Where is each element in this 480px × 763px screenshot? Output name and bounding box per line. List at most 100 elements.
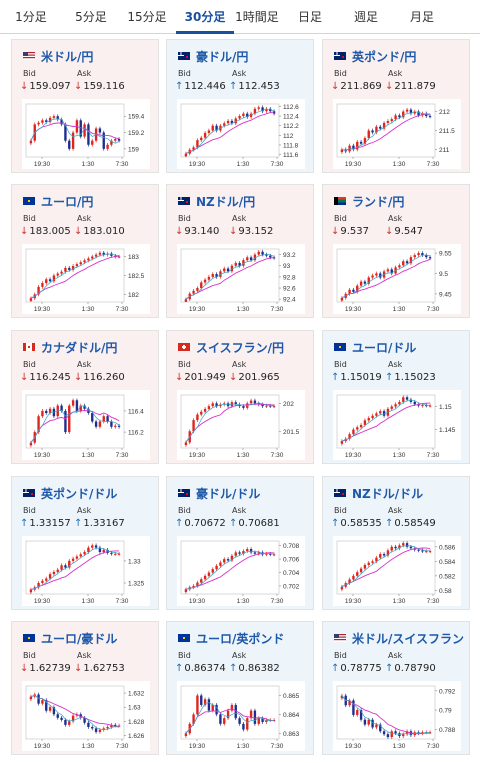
- rate-card[interactable]: 豪ドル/ドル Bid Ask ↑0.70672 ↑0.70681 0.708 0.706 0.…: [166, 476, 314, 610]
- currency-pair-link[interactable]: NZドル/ドル: [352, 487, 424, 501]
- tab-30分足[interactable]: 30分足: [176, 0, 234, 34]
- tab-5分足[interactable]: 5分足: [75, 10, 107, 24]
- rate-card[interactable]: 英ポンド/円 Bid Ask ↓211.869 ↓211.879 212 211.5 211 1…: [322, 39, 470, 173]
- moving-average-short: [185, 702, 275, 734]
- chart-area[interactable]: 116.4 116.2 19:30 1:30 7:30: [22, 390, 150, 460]
- x-tick-label: 19:30: [34, 598, 51, 605]
- candle: [363, 138, 367, 144]
- bid-value: ↓93.140: [175, 226, 219, 237]
- candle: [428, 551, 432, 553]
- bid-value: ↑1.15019: [331, 372, 382, 383]
- bid-value: ↓211.869: [331, 81, 382, 92]
- chart-area[interactable]: 159.4 159.2 159 19:30 1:30 7:30: [22, 99, 150, 169]
- bid-value-text: 0.58535: [340, 518, 382, 529]
- chart-area[interactable]: 1.632 1.63 1.628 1.626 19:30 1:30 7:30: [22, 681, 150, 751]
- currency-pair-link[interactable]: 英ポンド/ドル: [41, 487, 118, 501]
- currency-pair-link[interactable]: 英ポンド/円: [352, 50, 417, 64]
- x-tick-label: 19:30: [345, 161, 362, 168]
- currency-pair-link[interactable]: 豪ドル/ドル: [196, 487, 261, 501]
- chart-area[interactable]: 1.33 1.325 19:30 1:30 7:30: [22, 536, 150, 606]
- arrow-down-icon: ↓: [331, 226, 340, 237]
- candle: [413, 401, 416, 405]
- tab-週足[interactable]: 週足: [353, 10, 378, 24]
- candle: [106, 144, 109, 149]
- rate-card[interactable]: 米ドル/円 Bid Ask ↓159.097 ↓159.116 159.4 159.2 159…: [11, 39, 159, 173]
- chart-area[interactable]: 212 211.5 211 19:30 1:30 7:30: [333, 99, 461, 169]
- candle: [203, 408, 207, 412]
- candle: [37, 286, 40, 295]
- rate-card[interactable]: ユーロ/英ポンド Bid Ask ↑0.86374 ↑0.86382 0.865 0.864…: [166, 621, 314, 755]
- x-tick-label: 19:30: [189, 743, 206, 750]
- candle: [234, 552, 237, 556]
- bid-label: Bid: [23, 214, 36, 223]
- card-header: ユーロ/英ポンド: [178, 630, 285, 646]
- tab-15分足[interactable]: 15分足: [127, 10, 167, 24]
- candle: [71, 266, 75, 270]
- candle: [382, 122, 386, 129]
- y-tick-label: 1.63: [128, 705, 141, 712]
- candle: [102, 252, 105, 255]
- bid-value-text: 1.15019: [340, 372, 382, 383]
- rate-card[interactable]: 豪ドル/円 Bid Ask ↑112.446 ↑112.453 112.6 112.4 112…: [166, 39, 314, 173]
- rate-card[interactable]: カナダドル/円 Bid Ask ↓116.245 ↓116.260 116.4 116.2 1…: [11, 330, 159, 464]
- rate-card[interactable]: ユーロ/ドル Bid Ask ↑1.15019 ↑1.15023 1.15 1.145 19:…: [322, 330, 470, 464]
- candle: [394, 546, 397, 549]
- chart-area[interactable]: 183 182.5 182 19:30 1:30 7:30: [22, 244, 150, 314]
- y-tick-label: 0.58: [439, 588, 452, 595]
- candle: [390, 119, 393, 122]
- currency-pair-link[interactable]: ユーロ/豪ドル: [41, 632, 118, 646]
- currency-pair-link[interactable]: ユーロ/英ポンド: [196, 632, 285, 646]
- currency-pair-link[interactable]: カナダドル/円: [41, 341, 118, 355]
- currency-pair-link[interactable]: スイスフラン/円: [196, 341, 285, 355]
- tab-日足[interactable]: 日足: [297, 10, 322, 24]
- ask-value: ↑0.86382: [229, 663, 280, 674]
- chart-area[interactable]: 0.792 0.79 0.788 19:30 1:30 7:30: [333, 681, 461, 751]
- candle: [48, 574, 52, 579]
- x-tick-label: 7:30: [116, 161, 129, 168]
- candle: [192, 714, 195, 724]
- candle: [230, 265, 234, 272]
- bid-value-text: 0.78775: [340, 663, 382, 674]
- x-tick-label: 7:30: [427, 161, 440, 168]
- chart-area[interactable]: 0.708 0.706 0.704 0.702 19:30 1:30 7:30: [177, 536, 305, 606]
- candle: [425, 113, 428, 117]
- chart-area[interactable]: 0.865 0.864 0.863 19:30 1:30 7:30: [177, 681, 305, 751]
- candle: [257, 552, 260, 554]
- candle: [79, 554, 82, 557]
- rate-card[interactable]: NZドル/ドル Bid Ask ↑0.58535 ↑0.58549 0.586 0.584 0…: [322, 476, 470, 610]
- candle: [238, 116, 241, 119]
- currency-pair-link[interactable]: 豪ドル/円: [196, 50, 249, 64]
- rate-card[interactable]: ランド/円 Bid Ask ↓9.537 ↓9.547 9.55 9.5 9.45 19:30 1…: [322, 184, 470, 318]
- chart-area[interactable]: 202 201.5 19:30 1:30 7:30: [177, 390, 305, 460]
- rate-card[interactable]: ユーロ/豪ドル Bid Ask ↓1.62739 ↓1.62753 1.632 1.63 1.…: [11, 621, 159, 755]
- currency-pair-link[interactable]: ユーロ/ドル: [352, 341, 417, 355]
- rate-card[interactable]: ユーロ/円 Bid Ask ↓183.005 ↓183.010 183 182.5 182 19…: [11, 184, 159, 318]
- bid-value: ↓201.949: [175, 372, 226, 383]
- chart-area[interactable]: 9.55 9.5 9.45 19:30 1:30 7:30: [333, 244, 461, 314]
- rate-card[interactable]: NZドル/円 Bid Ask ↓93.140 ↓93.152 93.2 93 92.8 92.6…: [166, 184, 314, 318]
- chart-area[interactable]: 1.15 1.145 19:30 1:30 7:30: [333, 390, 461, 460]
- tab-月足[interactable]: 月足: [409, 10, 434, 24]
- candle: [223, 718, 226, 724]
- tab-1時間足[interactable]: 1時間足: [235, 10, 279, 24]
- chart-area[interactable]: 93.2 93 92.8 92.6 92.4 19:30 1:30 7:30: [177, 244, 305, 314]
- chart-area[interactable]: 0.586 0.584 0.582 0.58 19:30 1:30 7:30: [333, 536, 461, 606]
- chart-area[interactable]: 112.6 112.4 112.2 112 111.8 111.6 19:30 1:30 7:3…: [177, 99, 305, 169]
- candle: [265, 405, 268, 407]
- moving-average-short: [185, 108, 275, 154]
- tab-1分足[interactable]: 1分足: [15, 10, 47, 24]
- rate-card[interactable]: 英ポンド/ドル Bid Ask ↑1.33157 ↑1.33167 1.33 1.325 19…: [11, 476, 159, 610]
- timeframe-tabs: 1分足 5分足 15分足 30分足 1時間足 日足 週足 月足: [0, 0, 480, 34]
- candle: [352, 700, 355, 715]
- currency-pair-link[interactable]: NZドル/円: [196, 195, 256, 209]
- nz-us-flag-icon: [334, 488, 346, 497]
- currency-pair-link[interactable]: 米ドル/スイスフラン: [352, 632, 465, 646]
- candle: [242, 113, 245, 117]
- rate-card[interactable]: 米ドル/スイスフラン Bid Ask ↑0.78775 ↑0.78790 0.792 0.7…: [322, 621, 470, 755]
- arrow-down-icon: ↓: [175, 372, 184, 383]
- currency-pair-link[interactable]: 米ドル/円: [41, 50, 94, 64]
- currency-pair-link[interactable]: ランド/円: [352, 195, 405, 209]
- currency-pair-link[interactable]: ユーロ/円: [41, 195, 94, 209]
- rate-card[interactable]: スイスフラン/円 Bid Ask ↓201.949 ↓201.965 202 201.5 19…: [166, 330, 314, 464]
- candle: [253, 108, 257, 114]
